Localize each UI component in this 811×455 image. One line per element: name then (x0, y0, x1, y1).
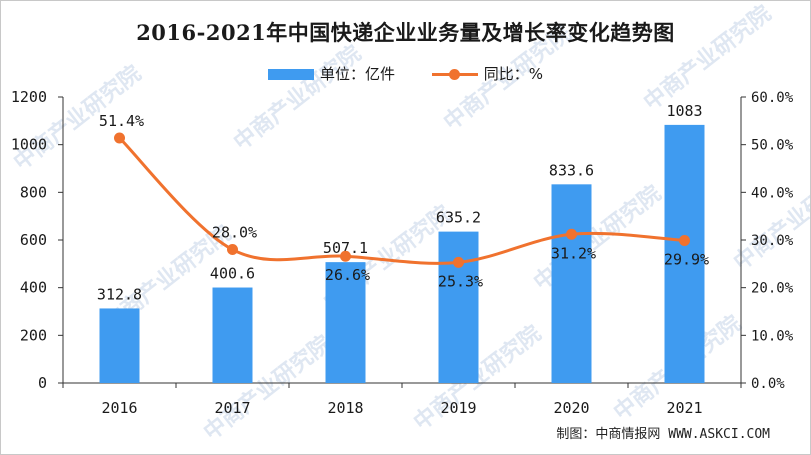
bar-value-label: 400.6 (210, 265, 255, 283)
y-right-tick-label: 10.0% (751, 328, 794, 344)
line-value-label: 26.6% (325, 266, 370, 284)
bar-2018 (325, 262, 366, 383)
y-left-tick-label: 800 (20, 183, 47, 201)
x-tick-label: 2019 (440, 399, 476, 417)
line-value-label: 25.3% (438, 272, 483, 290)
y-left-tick-label: 200 (20, 326, 47, 344)
legend-item-bar: 单位：亿件 (267, 63, 395, 84)
line-point-2019 (453, 256, 464, 268)
legend-item-line: 同比：% (431, 63, 544, 84)
legend-bar-label: 单位：亿件 (319, 65, 395, 83)
y-right-tick-label: 20.0% (751, 281, 794, 297)
legend-line-swatch (431, 69, 478, 80)
line-point-2016 (114, 132, 125, 144)
line-value-label: 31.2% (551, 244, 596, 262)
chart-title: 2016-2021年中国快递企业业务量及增长率变化趋势图 (136, 20, 675, 45)
y-left-tick-label: 1200 (11, 88, 47, 106)
y-right-tick-label: 60.0% (751, 90, 794, 106)
y-left-tick-label: 0 (38, 374, 47, 392)
line-point-2020 (566, 228, 577, 240)
line-series-growth (118, 136, 685, 265)
bar-value-label: 635.2 (436, 209, 481, 227)
x-tick-label: 2020 (553, 399, 589, 417)
y-right-tick-label: 40.0% (751, 185, 794, 201)
line-point-2017 (227, 244, 238, 256)
line-value-label: 29.9% (664, 250, 709, 268)
line-value-label: 51.4% (99, 112, 144, 130)
y-left-tick-label: 600 (20, 231, 47, 249)
bar-2019 (438, 231, 479, 383)
bar-value-label: 312.8 (97, 285, 142, 303)
line-point-2018 (340, 250, 351, 262)
source-note: 制图：中商情报网 WWW.ASKCI.COM (556, 427, 770, 442)
y-left-tick-label: 400 (20, 279, 47, 297)
chart-legend: 单位：亿件 同比：% (1, 63, 810, 84)
x-tick-label: 2021 (666, 399, 702, 417)
y-left-tick-label: 1000 (11, 136, 47, 154)
x-tick-label: 2017 (214, 399, 250, 417)
bar-2020 (551, 184, 592, 383)
y-right-tick-label: 30.0% (751, 233, 794, 249)
line-value-label: 28.0% (212, 224, 257, 242)
x-tick-label: 2018 (327, 399, 363, 417)
bar-2021 (664, 124, 705, 383)
bar-value-label: 833.6 (549, 161, 594, 179)
legend-bar-swatch (267, 69, 314, 80)
x-tick-label: 2016 (101, 399, 137, 417)
y-right-tick-label: 50.0% (751, 138, 794, 154)
bar-value-label: 1083 (666, 102, 702, 120)
line-point-2021 (679, 234, 690, 246)
y-right-tick-label: 0.0% (751, 376, 785, 392)
bar-value-label: 507.1 (323, 239, 368, 257)
bar-2017 (212, 287, 253, 383)
legend-line-label: 同比：% (483, 65, 544, 83)
bar-2016 (99, 308, 140, 383)
